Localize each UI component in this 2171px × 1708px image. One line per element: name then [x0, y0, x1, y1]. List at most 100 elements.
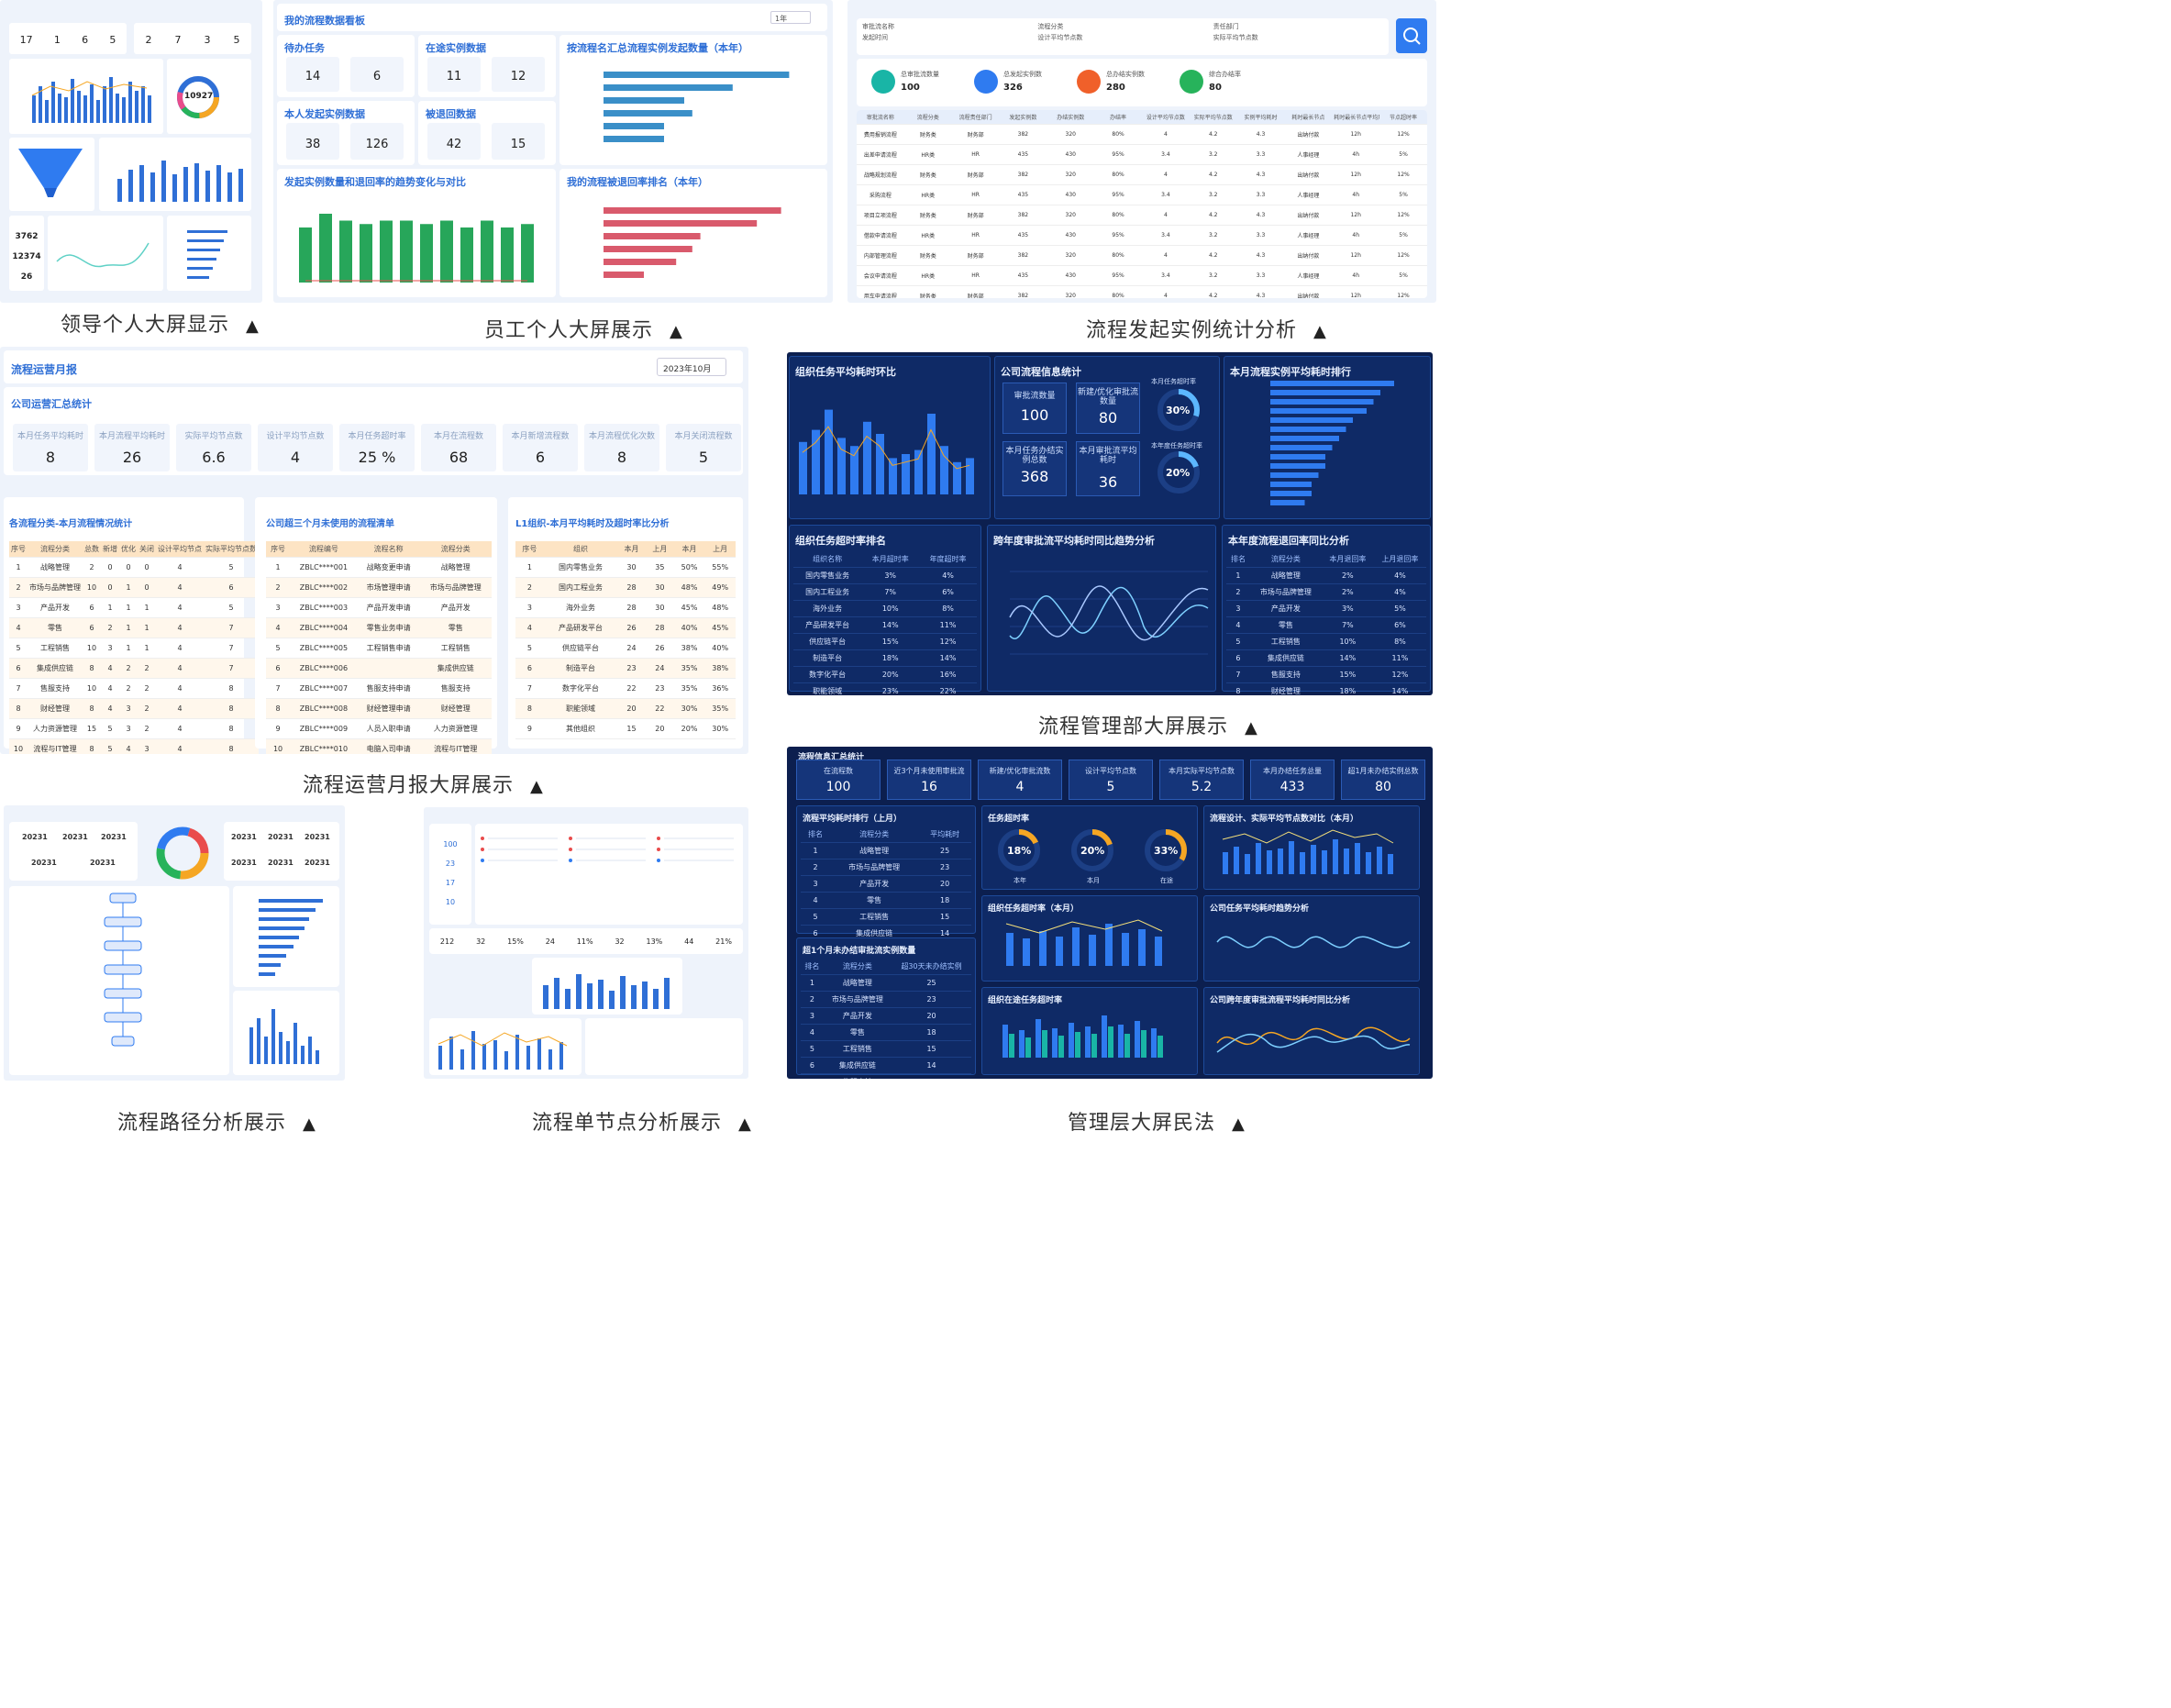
table-row[interactable]: 9 其他组织 15 20 20% 30% — [515, 718, 736, 739]
stat-value: 12374 — [12, 252, 41, 261]
table-row[interactable]: 6 ZBLC****006 集成供应链 — [266, 658, 492, 679]
process-mgmt-screenshot: 组织任务平均耗时环比 公司流程信息统计 审批流数量 100 新建/优化审批流数量 8… — [787, 352, 1433, 695]
table-row[interactable]: 项目立项流程 财务类 财务部 382 320 80% 4 4.2 4.3 出纳付款 12h 12% — [857, 205, 1427, 226]
table-row[interactable]: 10 ZBLC****010 电脑入司申请 流程与IT管理 — [266, 738, 492, 754]
table-row[interactable]: 1 战略管理 2 0 0 0 4 5 — [9, 557, 259, 578]
table-row[interactable]: 出差申请流程 HR类 HR 435 430 95% 3.4 3.2 3.3 人事经理 4h 5% — [857, 144, 1427, 165]
trend-bar — [299, 227, 312, 283]
trend-bar — [400, 220, 413, 283]
kpi-label: 本月在流程数 — [433, 432, 483, 441]
table-row[interactable]: 6 制造平台 23 24 35% 38% — [515, 658, 736, 679]
month-select[interactable]: 2023年10月 — [657, 358, 726, 376]
caption-text: 流程单节点分析展示 — [532, 1112, 723, 1135]
table-row[interactable]: 2 ZBLC****002 市场管理申请 市场与品牌管理 — [266, 577, 492, 598]
filter-label[interactable]: 责任部门 — [1213, 23, 1239, 30]
stat-value: 100 — [1020, 406, 1049, 424]
table-row[interactable]: 3 产品开发 6 1 1 1 4 5 — [9, 597, 259, 618]
instance-bar — [604, 123, 664, 129]
stat-value: 26 — [20, 272, 33, 282]
org-bar — [940, 446, 948, 494]
table-row[interactable]: 8 财经管理 8 4 3 2 4 8 — [9, 698, 259, 719]
table-row[interactable]: 1 ZBLC****001 战略变更申请 战略管理 — [266, 557, 492, 578]
table-row[interactable]: 8 ZBLC****008 财经管理申请 财经管理 — [266, 698, 492, 719]
table-row[interactable]: 5 ZBLC****005 工程销售申请 工程销售 — [266, 638, 492, 659]
table-row[interactable]: 费用报销流程 财务类 财务部 382 320 80% 4 4.2 4.3 出纳付款 12h 12% — [857, 124, 1427, 145]
kpi-value: 6 — [535, 449, 546, 466]
inflight-panel: 在途实例数据 11 12 — [418, 35, 556, 97]
filter-label[interactable]: 实际平均节点数 — [1213, 34, 1258, 41]
filter-label[interactable]: 审批流名称 — [862, 23, 894, 30]
table-row[interactable]: 用车申请流程 财务类 财务部 382 320 80% 4 4.2 4.3 出纳付款 12h 12% — [857, 285, 1427, 298]
funnel-panel — [9, 138, 94, 211]
table-row[interactable]: 4 产品研发平台 26 28 40% 45% — [515, 617, 736, 638]
stat-value: 24 — [545, 937, 555, 946]
table-row[interactable]: 10 流程与IT管理 8 5 4 3 4 8 — [9, 738, 259, 754]
caption-monthly: 流程运营月报大屏展示 ▲ — [303, 769, 544, 798]
trend-bar — [481, 220, 493, 283]
search-button[interactable] — [1396, 18, 1427, 53]
table-row[interactable]: 2 国内工程业务 28 30 48% 49% — [515, 577, 736, 598]
table-row[interactable]: 6 集成供应链 8 4 2 2 4 7 — [9, 658, 259, 679]
table-row[interactable]: 3 海外业务 28 30 45% 48% — [515, 597, 736, 618]
table-row[interactable]: 4 ZBLC****004 零售业务申请 零售 — [266, 617, 492, 638]
stat-value: 100 — [443, 840, 458, 848]
panel-title: 流程信息汇总统计 — [798, 753, 865, 762]
table-row[interactable]: 8 职能领域 20 22 30% 35% — [515, 698, 736, 719]
table-row[interactable]: 1 国内零售业务 30 35 50% 55% — [515, 557, 736, 578]
table-row[interactable]: 7 ZBLC****007 售服支持申请 售服支持 — [266, 678, 492, 699]
table-row[interactable]: 采购流程 HR类 HR 435 430 95% 3.4 3.2 3.3 人事经理 4h 5% — [857, 184, 1427, 205]
table-row[interactable]: 会议申请流程 HR类 HR 435 430 95% 3.4 3.2 3.3 人事经理 4h 5% — [857, 265, 1427, 286]
table-row[interactable]: 7 售服支持 10 4 2 2 4 8 — [9, 678, 259, 699]
time-bar — [1270, 500, 1305, 505]
table-row[interactable]: 5 供应链平台 24 26 38% 40% — [515, 638, 736, 659]
panel-title: 公司任务平均耗时趋势分析 — [1210, 904, 1310, 914]
kpi-strip-right: 2 7 3 5 — [134, 23, 251, 54]
time-bar — [1270, 445, 1333, 450]
stat-value: 80 — [1098, 408, 1118, 427]
kpi-value: 5.2 — [1191, 780, 1213, 794]
stat-value: 21% — [715, 937, 732, 946]
trend-bar — [339, 220, 352, 283]
table-row[interactable]: 3 ZBLC****003 产品开发申请 产品开发 — [266, 597, 492, 618]
kpi-label: 超1月未办结实例总数 — [1347, 767, 1419, 775]
dark-panel: 流程平均耗时排行（上月） 排名 流程分类 平均耗时 1 战略管理 25 2 市场与品牌管理… — [796, 805, 976, 1025]
node-left-stats: 100 23 17 10 — [429, 824, 471, 925]
instance-hbar-chart — [604, 72, 790, 142]
stat-label: 审批流数量 — [1014, 392, 1056, 401]
table-row[interactable]: 9 人力资源管理 15 5 3 2 4 8 — [9, 718, 259, 739]
kpi-value: 68 — [449, 449, 469, 466]
filter-label[interactable]: 发起时间 — [862, 34, 888, 41]
panel-title: 组织任务平均耗时环比 — [795, 366, 896, 378]
caption-process-mgmt: 流程管理部大屏展示 ▲ — [1038, 710, 1258, 739]
caption-text: 流程发起实例统计分析 — [1086, 319, 1298, 342]
filter-label[interactable]: 流程分类 — [1037, 23, 1064, 30]
hbar-chart — [187, 230, 227, 279]
stat-value: 32 — [615, 937, 625, 946]
donut-center-value: 10927 — [184, 92, 214, 101]
table-row[interactable]: 2 市场与品牌管理 10 0 1 0 4 6 — [9, 577, 259, 598]
stat-value: 20231 — [101, 833, 127, 841]
triangle-up-icon: ▲ — [1313, 322, 1327, 341]
table-row[interactable]: 5 工程销售 10 3 1 1 4 7 — [9, 638, 259, 659]
kpi-strip-left: 17 1 6 5 — [9, 23, 127, 54]
org-bar — [927, 414, 936, 494]
org-bar — [914, 449, 923, 494]
table-row[interactable]: 内部管理流程 财务类 财务部 382 320 80% 4 4.2 4.3 出纳付款 12h 12% — [857, 245, 1427, 266]
table-row[interactable]: 借款申请流程 HR类 HR 435 430 95% 3.4 3.2 3.3 人事经理 4h 5% — [857, 225, 1427, 246]
time-bar — [1270, 491, 1312, 496]
panel-title: 流程平均耗时排行（上月） — [803, 815, 903, 824]
kpi-card: 6 — [350, 57, 404, 92]
filter-label[interactable]: 设计平均节点数 — [1037, 34, 1083, 41]
table-row[interactable]: 7 数字化平台 22 23 35% 36% — [515, 678, 736, 699]
period-select[interactable]: 1年 — [770, 11, 811, 24]
dark-panel: 公司跨年度审批流程平均耗时同比分析 — [1203, 987, 1420, 1075]
triangle-up-icon: ▲ — [1245, 718, 1258, 738]
table-row[interactable]: 4 零售 6 2 1 1 4 7 — [9, 617, 259, 638]
unused-table-panel: 公司超三个月未使用的流程清单 序号 流程编号 流程名称 流程分类 1 ZBLC****00… — [255, 497, 497, 754]
trend-line — [802, 426, 970, 470]
table-row[interactable]: 9 ZBLC****009 人员入职申请 人力资源管理 — [266, 718, 492, 739]
kpi-label: 设计平均节点数 — [266, 432, 325, 441]
kpi-value: 14 — [305, 70, 321, 83]
node-vbar-chart — [543, 974, 670, 1009]
table-row[interactable]: 战略规划流程 财务类 财务部 382 320 80% 4 4.2 4.3 出纳付款 12h 12% — [857, 164, 1427, 185]
